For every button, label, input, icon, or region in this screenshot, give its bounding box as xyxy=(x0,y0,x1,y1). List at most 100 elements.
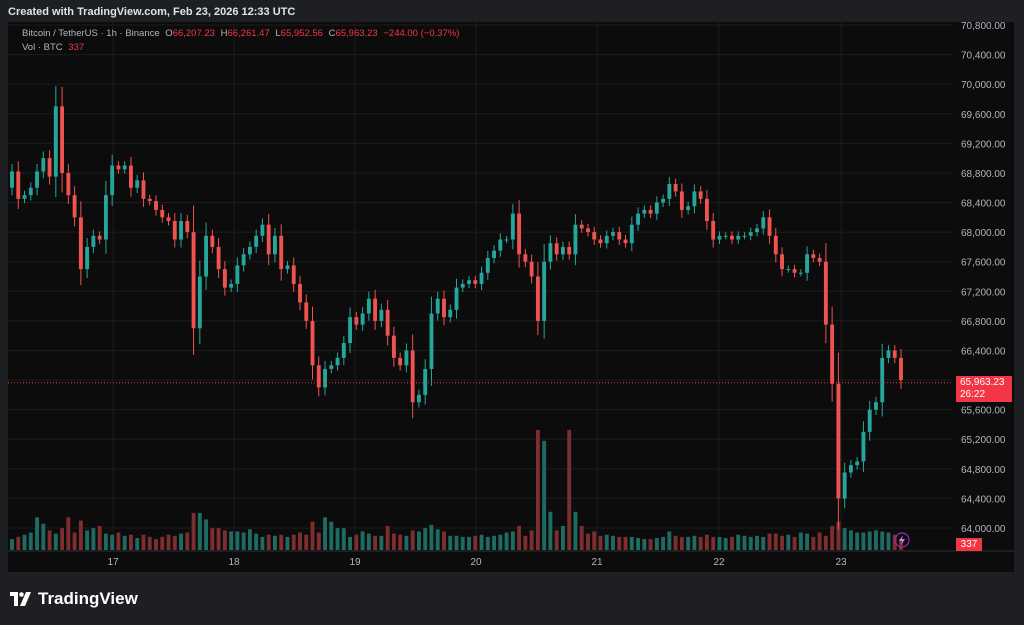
volume-bar xyxy=(323,517,327,550)
candle-body xyxy=(805,254,810,273)
candle-body xyxy=(410,350,415,403)
candle-body xyxy=(391,335,396,358)
volume-bar xyxy=(260,536,265,550)
candle-body xyxy=(510,213,515,240)
candle-body xyxy=(10,171,14,188)
volume-bar xyxy=(592,531,597,550)
candle-body xyxy=(229,283,234,288)
volume-bar xyxy=(554,530,559,550)
volume-bar xyxy=(116,532,121,550)
candle-body xyxy=(166,217,171,222)
candle-body xyxy=(66,172,71,196)
candle-body xyxy=(842,472,847,499)
candle-body xyxy=(266,224,271,255)
candle-body xyxy=(717,235,722,240)
volume-bar xyxy=(698,536,703,550)
volume-bar xyxy=(60,528,65,550)
volume-bar xyxy=(611,535,615,550)
volume-bar xyxy=(85,530,90,550)
candle-body xyxy=(41,158,46,172)
candle-body xyxy=(341,343,346,358)
volume-bar xyxy=(773,533,778,550)
candle-body xyxy=(28,187,33,196)
price-axis-label: 64,400.00 xyxy=(961,494,1006,505)
candle-body xyxy=(204,235,209,277)
volume-bar xyxy=(874,530,878,550)
volume-bar xyxy=(504,532,509,550)
volume-bar xyxy=(654,538,659,550)
candle-body xyxy=(579,224,584,229)
volume-bar xyxy=(298,532,302,550)
volume-bar xyxy=(373,535,378,550)
tradingview-logo[interactable]: TradingView xyxy=(10,589,138,609)
volume-bar xyxy=(679,536,684,550)
volume-bar xyxy=(892,534,897,550)
high-value: H66,261.47 xyxy=(220,28,270,39)
candle-body xyxy=(185,221,190,233)
price-chart[interactable]: 70,800.00 70,400.00 70,000.00 69,600.00 69,2… xyxy=(8,22,1014,572)
volume-bar xyxy=(316,532,321,550)
candle-body xyxy=(404,350,409,366)
candle-body xyxy=(373,298,378,321)
volume-bar xyxy=(442,531,446,550)
volume-bar xyxy=(391,533,396,550)
volume-legend: Vol · BTC 337 xyxy=(22,42,87,53)
candle-body xyxy=(60,106,65,173)
time-axis-label: 17 xyxy=(107,557,119,568)
candle-body xyxy=(435,298,440,314)
volume-bar xyxy=(91,528,96,550)
volume-bar xyxy=(348,536,353,550)
candle-body xyxy=(523,254,528,262)
time-axis-label: 19 xyxy=(349,557,361,568)
price-axis-label: 67,200.00 xyxy=(961,287,1006,298)
price-axis-label: 68,800.00 xyxy=(961,169,1006,180)
candle-body xyxy=(667,184,672,199)
candle-body xyxy=(673,184,678,192)
candle-body xyxy=(855,461,860,466)
volume-bar xyxy=(110,534,115,550)
volume-bar xyxy=(510,531,515,550)
volume-bar xyxy=(35,517,39,550)
volume-bar xyxy=(755,535,759,550)
price-axis-label: 70,400.00 xyxy=(961,51,1006,62)
volume-bar xyxy=(135,538,140,550)
bar-countdown-label: 26:22 xyxy=(960,389,986,400)
watermark-caption: Created with TradingView.com, Feb 23, 20… xyxy=(8,6,296,18)
candle-body xyxy=(830,324,835,384)
candle-body xyxy=(442,298,446,318)
volume-bar xyxy=(204,519,209,550)
time-axis-label: 23 xyxy=(835,557,847,568)
volume-bar xyxy=(129,534,133,550)
price-axis-label: 65,600.00 xyxy=(961,406,1006,417)
volume-bar xyxy=(748,536,753,550)
volume-bar xyxy=(492,535,497,550)
candle-body xyxy=(429,313,434,369)
volume-bar xyxy=(761,536,766,550)
candle-body xyxy=(141,180,146,199)
lightning-icon xyxy=(894,532,910,548)
volume-bar xyxy=(817,532,822,550)
candle-body xyxy=(592,232,597,240)
candle-body xyxy=(467,280,471,284)
volume-bar xyxy=(47,530,52,550)
time-axis-label: 18 xyxy=(228,557,240,568)
volume-bar xyxy=(567,430,572,550)
candle-body xyxy=(542,261,547,321)
volume-bar xyxy=(385,526,390,550)
low-value: L65,952.56 xyxy=(275,28,323,39)
chart-panel[interactable]: 70,800.00 70,400.00 70,000.00 69,600.00 69,2… xyxy=(8,22,1014,572)
candle-body xyxy=(636,213,640,225)
volume-bar xyxy=(717,536,722,550)
volume-bar xyxy=(604,534,609,550)
price-axis-label: 70,800.00 xyxy=(961,22,1006,32)
volume-label: Vol · BTC xyxy=(22,42,63,53)
volume-bar xyxy=(304,534,309,550)
price-axis-label: 66,400.00 xyxy=(961,346,1006,357)
volume-bar xyxy=(197,512,202,550)
candle-body xyxy=(379,309,384,321)
candle-body xyxy=(679,191,684,210)
volume-bar xyxy=(266,534,271,550)
volume-bar xyxy=(454,535,459,550)
candle-body xyxy=(329,365,334,369)
candle-body xyxy=(135,180,140,188)
